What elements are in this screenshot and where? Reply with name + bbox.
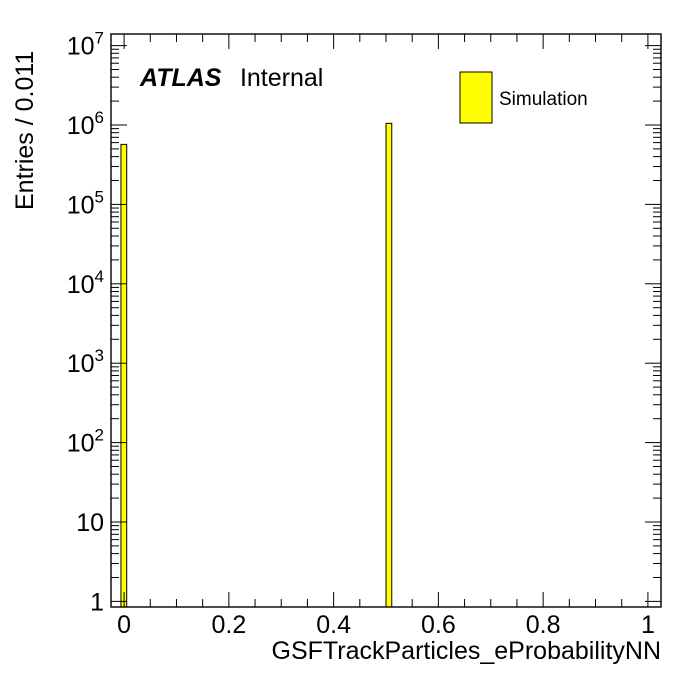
y-tick-label: 104 [67, 267, 104, 299]
y-tick-labels: 1 10 102 103 104 105 106 107 [67, 29, 104, 617]
y-tick-label: 10 [76, 509, 104, 537]
x-axis-title: GSFTrackParticles_eProbabilityNN [272, 637, 661, 665]
x-tick-label: 0.2 [211, 611, 246, 639]
x-tick-label: 0 [117, 611, 131, 639]
x-tick-label: 0.6 [421, 611, 456, 639]
histogram-bar [120, 143, 128, 608]
x-tick-labels: 0 0.2 0.4 0.6 0.8 1 [117, 611, 655, 639]
y-tick-label: 1 [90, 588, 104, 616]
x-tick-label: 0.4 [316, 611, 351, 639]
atlas-label: ATLAS Internal [139, 64, 323, 92]
ticks-layer [111, 34, 661, 607]
x-tick-label: 1 [641, 611, 655, 639]
atlas-status-label: Internal [240, 64, 323, 92]
plot-frame [110, 33, 662, 608]
legend-swatch [459, 71, 493, 124]
y-tick-label: 103 [67, 346, 104, 378]
y-tick-label: 105 [67, 187, 104, 219]
y-tick-label: 102 [67, 426, 104, 458]
histogram-bar [385, 122, 393, 608]
y-axis-title: Entries / 0.011 [11, 51, 39, 210]
legend-label: Simulation [499, 89, 588, 110]
y-tick-label: 107 [67, 29, 104, 61]
y-tick-label: 106 [67, 108, 104, 140]
atlas-experiment-label: ATLAS [139, 64, 222, 92]
legend: Simulation [459, 71, 588, 124]
x-tick-label: 0.8 [526, 611, 561, 639]
